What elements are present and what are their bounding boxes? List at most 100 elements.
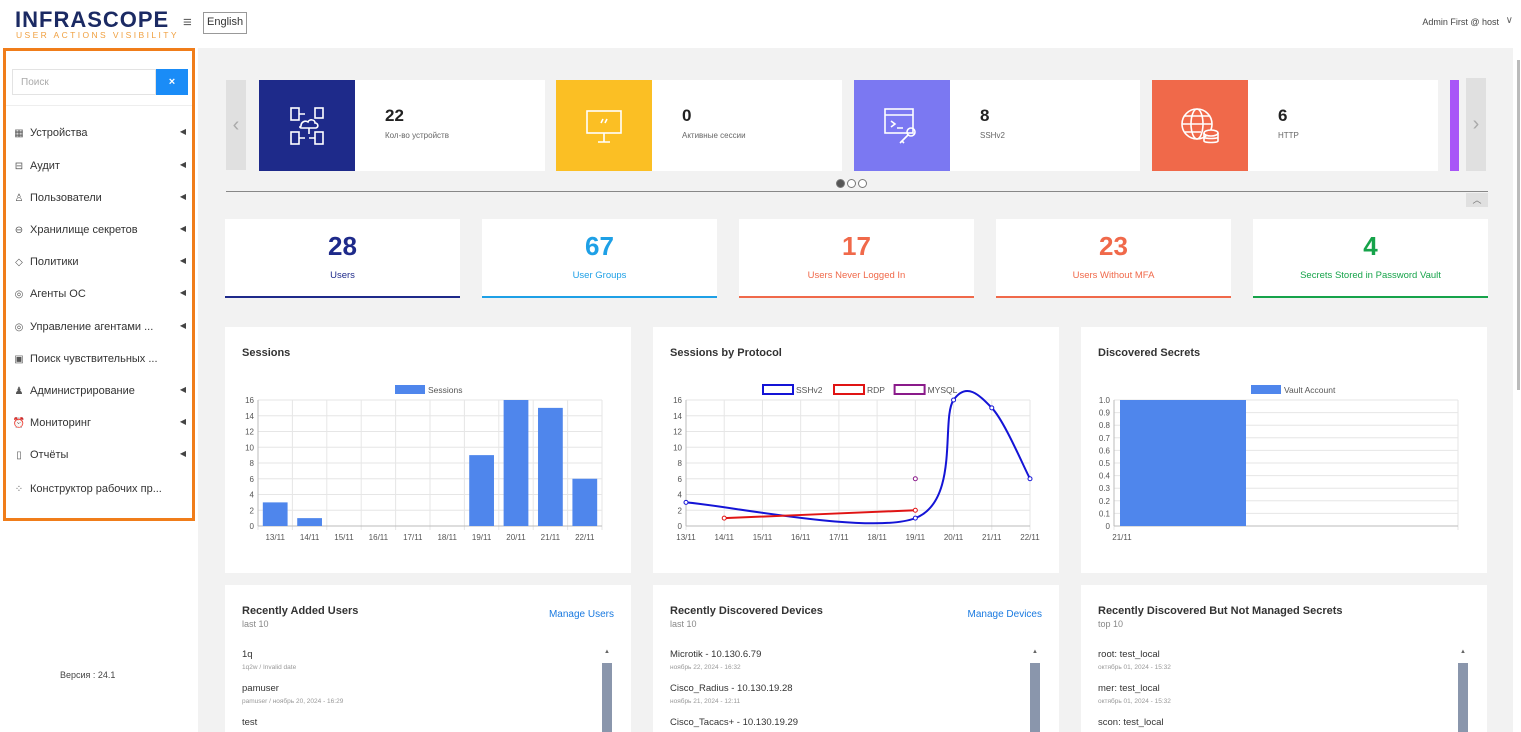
scroll-up-icon[interactable]: ▲ [1032,649,1038,655]
page-scrollbar[interactable] [1517,60,1520,390]
list-item[interactable]: Cisco_Radius - 10.130.19.28 ноябрь 21, 2… [670,683,793,705]
x-tick-label: 21/11 [982,533,1002,542]
protocol-chart-panel: Sessions by Protocol 0 2 4 6 8 10 12 14 16 13/11 1… [653,327,1059,573]
sidebar-item-workflow[interactable]: ⁘ Конструктор рабочих пр... [12,479,188,499]
sidebar-item-os-agents[interactable]: ◎ Агенты ОС ◀ [12,284,188,304]
carousel-card-http[interactable]: 6 HTTP [1152,80,1438,171]
carousel-card-active-sessions[interactable]: 0 Активные сессии [556,80,842,171]
scroll-up-icon[interactable]: ▲ [1460,649,1466,655]
y-tick-label: 0.5 [1099,459,1111,468]
stat-underline [996,296,1231,298]
list-item[interactable]: Cisco_Tacacs+ - 10.130.19.29 [670,717,798,728]
top-header: INFRASCOPE USER ACTIONS VISIBILITY ≡ Eng… [0,0,1521,48]
audit-icon: ⊟ [14,160,24,172]
sidebar-item-policies[interactable]: ◇ Политики ◀ [12,252,188,272]
sidebar-item-audit[interactable]: ⊟ Аудит ◀ [12,156,188,176]
language-selector[interactable]: English [203,12,248,34]
y-tick-label: 8 [678,459,683,468]
bar [1120,400,1246,526]
carousel-dot-3[interactable] [858,179,867,188]
list-item[interactable]: mer: test_local октябрь 01, 2024 - 15:32 [1098,683,1171,705]
list-item[interactable]: Microtik - 10.130.6.79 ноябрь 22, 2024 -… [670,649,761,671]
scroll-thumb[interactable] [1030,663,1040,732]
stat-never-logged-in[interactable]: 17 Users Never Logged In [739,219,974,298]
stat-value: 17 [842,231,871,261]
sidebar-item-monitoring[interactable]: ⏰ Мониторинг ◀ [12,413,188,433]
scroll-thumb[interactable] [1458,663,1468,732]
sidebar-item-agent-management[interactable]: ◎ Управление агентами ... ◀ [12,317,188,337]
x-tick-label: 15/11 [753,533,773,542]
manage-devices-link[interactable]: Manage Devices [967,609,1042,620]
data-point [721,515,727,521]
workflow-icon: ⁘ [14,483,24,495]
stat-users[interactable]: 28 Users [225,219,460,298]
chevron-down-icon[interactable]: ∨ [1505,15,1513,26]
device-count-value: 22 [385,106,404,125]
carousel-card-sshv2[interactable]: 8 SSHv2 [854,80,1140,171]
sidebar-item-label: Администрирование [30,385,135,397]
user-menu[interactable]: Admin First @ host [1422,17,1499,27]
y-tick-label: 0.1 [1099,509,1111,518]
sidebar-item-sensitive-search[interactable]: ▣ Поиск чувствительных ... [12,349,188,369]
carousel-card-devices[interactable]: 22 Кол-во устройств [259,80,545,171]
x-tick-label: 16/11 [369,533,389,542]
y-tick-label: 0.9 [1099,409,1111,418]
caret-left-icon: ◀ [179,224,186,233]
sidebar-item-users[interactable]: ♙ Пользователи ◀ [12,188,188,208]
y-tick-label: 6 [678,475,683,484]
globe-database-icon [1152,80,1248,171]
sidebar-item-label: Отчёты [30,449,69,461]
stat-value: 4 [1363,231,1378,261]
carousel-next-button[interactable]: › [1466,78,1486,171]
sidebar-search: × [12,69,188,95]
secrets-chart: 0 0.1 0.2 0.3 0.4 0.5 0.6 0.7 0.8 0.9 1.0 21/11 Vaul… [1099,385,1459,542]
list-item-title: root: test_local [1098,649,1160,660]
stat-without-mfa[interactable]: 23 Users Without MFA [996,219,1231,298]
list-item[interactable]: root: test_local октябрь 01, 2024 - 15:3… [1098,649,1171,671]
legend-label: Sessions [428,385,463,395]
agent-icon: ◎ [14,288,24,300]
x-tick-label: 16/11 [791,533,811,542]
data-point [912,476,918,482]
manage-users-link[interactable]: Manage Users [548,609,614,620]
carousel-prev-button[interactable]: ‹ [226,80,246,170]
list-item[interactable]: 1q 1q2w / Invalid date [242,649,296,671]
protocol-chart: 0 2 4 6 8 10 12 14 16 13/11 14/11 15/11 16/11 17/11 18… [673,384,1040,542]
scroll-up-icon[interactable]: ▲ [604,649,610,655]
list-item[interactable]: test [242,717,257,728]
menu-toggle-icon[interactable]: ≡ [183,14,192,31]
series-line [685,389,1031,525]
carousel-dot-2[interactable] [847,179,856,188]
stat-value: 67 [585,231,614,261]
caret-left-icon: ◀ [179,288,186,297]
sidebar-item-devices[interactable]: ▦ Устройства ◀ [12,123,188,143]
sidebar-item-vault[interactable]: ⊖ Хранилище секретов ◀ [12,220,188,240]
sidebar-item-label: Управление агентами ... [30,321,154,333]
stat-vault-secrets[interactable]: 4 Secrets Stored in Password Vault [1253,219,1488,298]
logo-title[interactable]: INFRASCOPE [15,7,170,32]
list-item[interactable]: pamuser pamuser / ноябрь 20, 2024 - 16:2… [242,683,343,705]
list-item-meta: pamuser / ноябрь 20, 2024 - 16:29 [242,698,344,705]
carousel-card-next-partial[interactable] [1450,80,1459,171]
sidebar: × ▦ Устройства ◀ ⊟ Аудит ◀ ♙ Пользовател… [3,48,195,521]
stat-user-groups[interactable]: 67 User Groups [482,219,717,298]
scroll-thumb[interactable] [602,663,612,732]
list-scrollbar[interactable]: ▲ [1458,649,1468,732]
list-item-title: scon: test_local [1098,717,1164,728]
bar [469,455,494,526]
search-clear-button[interactable]: × [156,69,188,95]
x-tick-label: 14/11 [715,533,735,542]
sidebar-item-administration[interactable]: ♟ Администрирование ◀ [12,381,188,401]
list-scrollbar[interactable]: ▲ [1030,649,1040,732]
list-scrollbar[interactable]: ▲ [602,649,612,732]
x-tick-label: 17/11 [829,533,849,542]
list-item[interactable]: scon: test_local [1098,717,1163,728]
search-input[interactable] [12,69,156,95]
y-tick-label: 4 [678,491,683,500]
active-sessions-label: Активные сессии [682,131,746,140]
collapse-carousel-button[interactable]: ︿ [1466,193,1488,207]
panel-subtitle: last 10 [670,619,697,629]
carousel-dot-1[interactable] [836,179,845,188]
list-item-meta: ноябрь 21, 2024 - 12:11 [670,698,741,705]
sidebar-item-reports[interactable]: ▯ Отчёты ◀ [12,445,188,465]
